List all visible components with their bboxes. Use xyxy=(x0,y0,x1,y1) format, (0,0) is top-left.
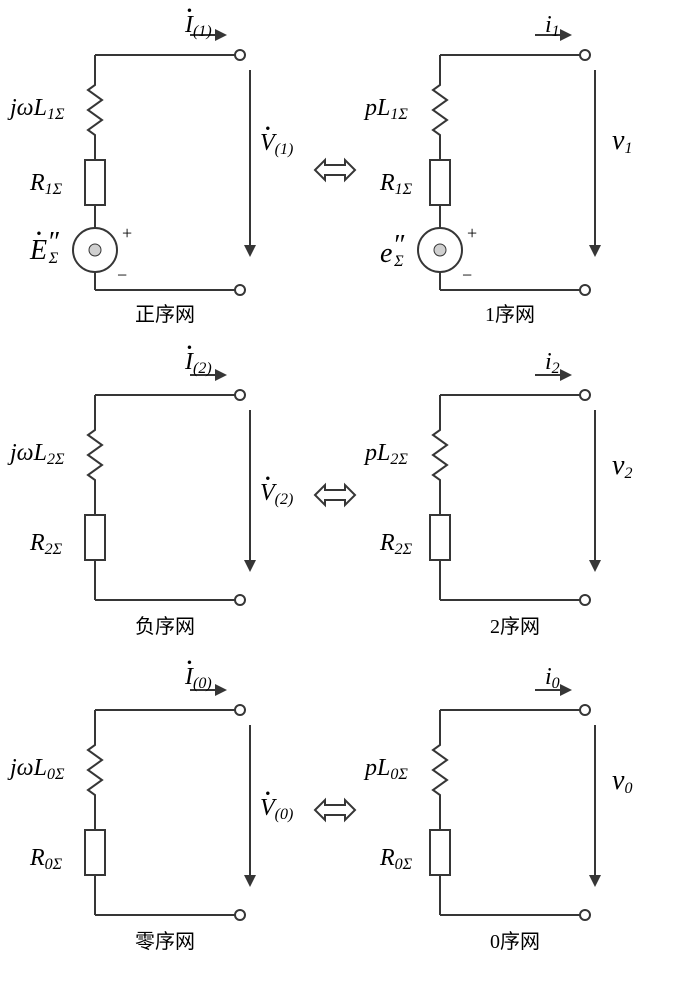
circuit-zero-right xyxy=(430,690,595,920)
equiv-arrow-icon xyxy=(315,800,355,820)
circuit-negative-left xyxy=(85,375,250,605)
source-label: E″Σ xyxy=(30,235,68,267)
voltage-label: v1 xyxy=(612,125,632,157)
inductor-label: jωL2Σ xyxy=(10,440,64,467)
caption: 零序网 xyxy=(135,925,195,954)
resistor-label: R0Σ xyxy=(380,845,412,872)
caption: 1序网 xyxy=(485,298,535,327)
current-label: i0 xyxy=(545,664,560,691)
inductor-label: pL1Σ xyxy=(365,95,408,122)
plus-sign: + xyxy=(122,223,132,244)
current-label: i2 xyxy=(545,349,560,376)
plus-sign: + xyxy=(467,223,477,244)
circuit-zero-left xyxy=(85,690,250,920)
source-label: e″Σ xyxy=(380,238,414,270)
minus-sign: − xyxy=(462,265,472,286)
caption: 正序网 xyxy=(135,298,195,327)
circuit-positive-right xyxy=(418,35,595,295)
voltage-label: v2 xyxy=(612,450,632,482)
current-label: i1 xyxy=(545,12,560,39)
circuit-positive-left xyxy=(73,35,250,295)
voltage-label: V(1) xyxy=(260,130,293,157)
circuit-diagrams-grid: I(1) V(1) jωL1Σ R1Σ E″Σ + − 正序网 i1 v1 pL… xyxy=(0,0,679,1000)
inductor-label: pL0Σ xyxy=(365,755,408,782)
resistor-label: R1Σ xyxy=(380,170,412,197)
caption: 负序网 xyxy=(135,610,195,639)
resistor-label: R2Σ xyxy=(30,530,62,557)
current-label: I(0) xyxy=(185,664,212,691)
resistor-label: R2Σ xyxy=(380,530,412,557)
voltage-label: v0 xyxy=(612,765,632,797)
voltage-label: V(0) xyxy=(260,795,293,822)
equiv-arrow-icon xyxy=(315,485,355,505)
inductor-label: jωL1Σ xyxy=(10,95,64,122)
current-label: I(1) xyxy=(185,12,212,39)
inductor-label: jωL0Σ xyxy=(10,755,64,782)
circuit-svg xyxy=(0,0,679,1000)
resistor-label: R1Σ xyxy=(30,170,62,197)
circuit-negative-right xyxy=(430,375,595,605)
equiv-arrow-icon xyxy=(315,160,355,180)
current-label: I(2) xyxy=(185,349,212,376)
voltage-label: V(2) xyxy=(260,480,293,507)
resistor-label: R0Σ xyxy=(30,845,62,872)
inductor-label: pL2Σ xyxy=(365,440,408,467)
minus-sign: − xyxy=(117,265,127,286)
caption: 2序网 xyxy=(490,610,540,639)
caption: 0序网 xyxy=(490,925,540,954)
